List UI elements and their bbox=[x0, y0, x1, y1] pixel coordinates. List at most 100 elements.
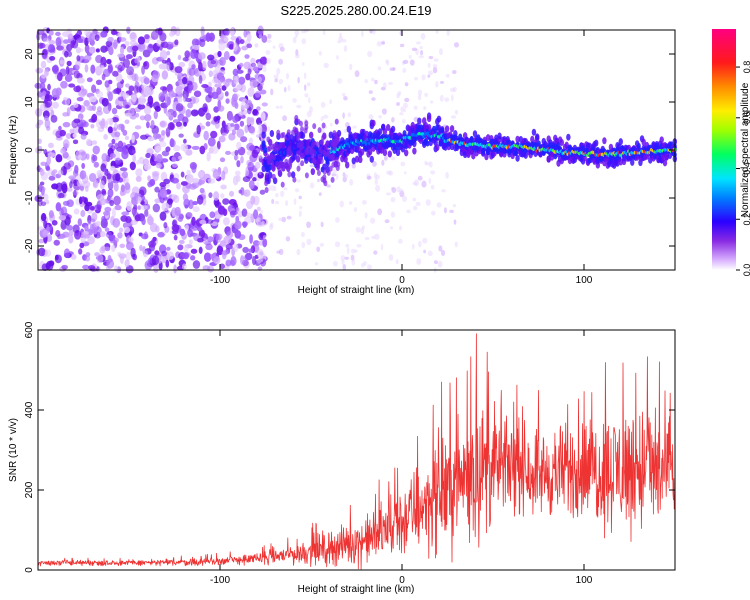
signal-body-blob bbox=[491, 139, 495, 146]
signal-scatter-blob bbox=[304, 148, 309, 155]
noise-blob bbox=[329, 99, 332, 105]
noise-blob bbox=[202, 103, 208, 113]
noise-blob bbox=[183, 121, 187, 127]
noise-blob bbox=[79, 185, 85, 191]
noise-blob bbox=[285, 200, 289, 207]
spectrogram-noise-blobs bbox=[34, 25, 459, 274]
noise-blob bbox=[50, 114, 58, 123]
signal-scatter-blob bbox=[325, 140, 330, 147]
noise-blob bbox=[204, 85, 213, 94]
noise-blob bbox=[322, 29, 326, 36]
noise-blob bbox=[66, 187, 73, 192]
noise-blob bbox=[117, 32, 122, 38]
noise-blob bbox=[235, 207, 240, 212]
noise-blob bbox=[58, 215, 67, 221]
signal-halo-blob bbox=[268, 171, 273, 179]
noise-blob bbox=[430, 170, 436, 175]
noise-blob bbox=[171, 177, 180, 184]
snr-x-axis-label: Height of straight line (km) bbox=[298, 584, 415, 595]
noise-blob bbox=[256, 182, 260, 188]
signal-scatter-blob bbox=[274, 141, 279, 148]
noise-blob bbox=[182, 263, 187, 270]
noise-blob bbox=[73, 70, 81, 79]
noise-blob bbox=[51, 88, 59, 98]
noise-blob bbox=[72, 224, 80, 234]
signal-scatter-blob bbox=[296, 150, 301, 157]
noise-blob bbox=[68, 229, 74, 237]
noise-blob bbox=[205, 32, 211, 43]
noise-blob bbox=[158, 137, 164, 142]
noise-blob bbox=[100, 245, 106, 252]
signal-halo-blob bbox=[426, 123, 432, 131]
noise-blob bbox=[412, 205, 418, 211]
noise-blob bbox=[55, 202, 62, 212]
noise-blob bbox=[229, 210, 238, 216]
signal-core-blob bbox=[332, 149, 337, 154]
noise-blob bbox=[129, 161, 136, 171]
noise-blob bbox=[217, 205, 226, 215]
noise-blob bbox=[119, 167, 128, 172]
noise-blob bbox=[428, 70, 433, 76]
noise-blob bbox=[416, 258, 422, 265]
noise-blob bbox=[360, 263, 365, 268]
noise-blob bbox=[143, 61, 148, 67]
noise-blob bbox=[430, 184, 435, 190]
noise-blob bbox=[361, 30, 364, 37]
signal-halo-blob bbox=[390, 125, 396, 133]
signal-halo-blob bbox=[667, 151, 673, 159]
noise-blob bbox=[390, 211, 396, 218]
noise-blob bbox=[107, 180, 114, 191]
signal-halo-blob bbox=[308, 131, 314, 139]
noise-blob bbox=[296, 104, 302, 109]
noise-blob bbox=[246, 43, 253, 49]
noise-blob bbox=[355, 226, 361, 233]
noise-blob bbox=[95, 48, 100, 53]
noise-blob bbox=[210, 130, 218, 139]
noise-blob bbox=[212, 171, 221, 179]
noise-blob bbox=[381, 159, 385, 166]
noise-blob bbox=[196, 124, 201, 135]
noise-blob bbox=[348, 201, 353, 205]
y-tick-label: 10 bbox=[24, 96, 35, 108]
signal-halo-blob bbox=[618, 158, 623, 166]
noise-blob bbox=[395, 259, 399, 265]
noise-blob bbox=[449, 209, 454, 213]
noise-blob bbox=[299, 206, 303, 210]
noise-blob bbox=[340, 255, 346, 261]
noise-blob bbox=[404, 82, 409, 87]
noise-blob bbox=[304, 93, 309, 98]
noise-blob bbox=[113, 39, 118, 50]
noise-blob bbox=[336, 40, 342, 44]
noise-blob bbox=[158, 95, 165, 102]
noise-blob bbox=[76, 97, 84, 102]
noise-blob bbox=[396, 186, 401, 193]
signal-halo-blob bbox=[641, 138, 646, 146]
noise-blob bbox=[191, 145, 200, 150]
noise-blob bbox=[153, 110, 158, 120]
noise-blob bbox=[121, 149, 129, 160]
noise-blob bbox=[450, 115, 457, 119]
noise-blob bbox=[241, 45, 248, 51]
signal-scatter-blob bbox=[292, 176, 297, 183]
noise-blob bbox=[48, 142, 54, 149]
noise-blob bbox=[258, 152, 262, 159]
noise-blob bbox=[125, 251, 131, 262]
signal-scatter-blob bbox=[287, 145, 292, 152]
noise-blob bbox=[435, 81, 439, 88]
noise-blob bbox=[412, 243, 415, 250]
noise-blob bbox=[148, 44, 155, 49]
noise-blob bbox=[309, 182, 315, 189]
noise-blob bbox=[125, 54, 133, 60]
noise-blob bbox=[413, 105, 418, 110]
noise-blob bbox=[427, 62, 431, 69]
noise-blob bbox=[175, 85, 183, 95]
signal-scatter-blob bbox=[296, 142, 301, 149]
noise-blob bbox=[396, 102, 400, 106]
noise-blob bbox=[260, 256, 264, 262]
noise-blob bbox=[343, 174, 346, 179]
noise-blob bbox=[207, 178, 216, 184]
noise-blob bbox=[343, 45, 348, 53]
noise-blob bbox=[306, 82, 311, 87]
noise-blob bbox=[90, 64, 96, 74]
noise-blob bbox=[144, 34, 150, 40]
